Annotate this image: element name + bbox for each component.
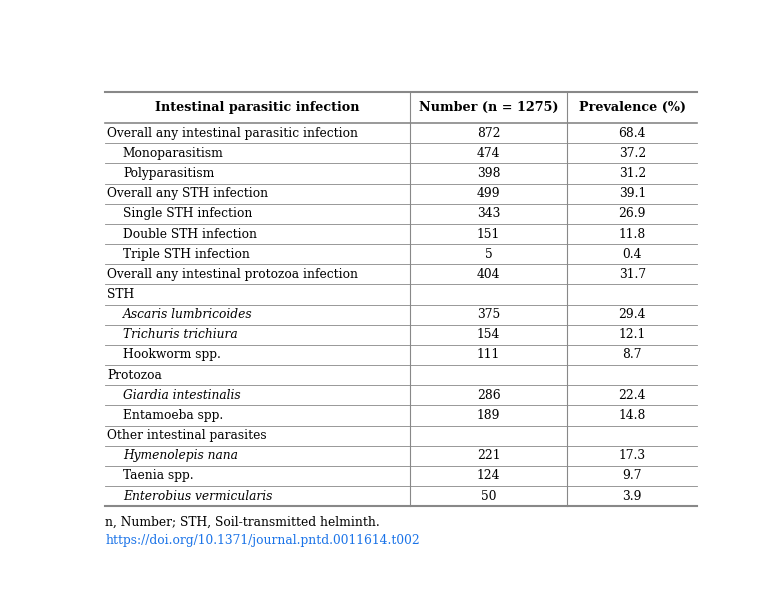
Text: 68.4: 68.4 <box>619 127 646 140</box>
Text: Ascaris lumbricoides: Ascaris lumbricoides <box>123 308 253 321</box>
Text: Polyparasitism: Polyparasitism <box>123 167 215 180</box>
Text: Entamoeba spp.: Entamoeba spp. <box>123 409 223 422</box>
Text: 3.9: 3.9 <box>622 490 642 503</box>
Text: 26.9: 26.9 <box>619 208 646 220</box>
Text: 12.1: 12.1 <box>619 328 646 342</box>
Text: Hookworm spp.: Hookworm spp. <box>123 349 221 362</box>
Text: STH: STH <box>107 288 134 301</box>
Text: n, Number; STH, Soil-transmitted helminth.: n, Number; STH, Soil-transmitted helmint… <box>105 516 380 530</box>
Text: Overall any intestinal parasitic infection: Overall any intestinal parasitic infecti… <box>107 127 358 140</box>
Text: 37.2: 37.2 <box>619 147 646 160</box>
Text: 22.4: 22.4 <box>619 389 646 402</box>
Text: Overall any intestinal protozoa infection: Overall any intestinal protozoa infectio… <box>107 268 358 281</box>
Text: Giardia intestinalis: Giardia intestinalis <box>123 389 240 402</box>
Text: 872: 872 <box>477 127 500 140</box>
Text: 5: 5 <box>485 248 493 261</box>
Text: Prevalence (%): Prevalence (%) <box>579 101 686 114</box>
Text: 0.4: 0.4 <box>622 248 642 261</box>
Text: 14.8: 14.8 <box>619 409 646 422</box>
Text: 221: 221 <box>477 449 500 462</box>
Text: 111: 111 <box>477 349 500 362</box>
Text: 11.8: 11.8 <box>619 227 646 240</box>
Text: Other intestinal parasites: Other intestinal parasites <box>107 429 266 442</box>
Text: https://doi.org/10.1371/journal.pntd.0011614.t002: https://doi.org/10.1371/journal.pntd.001… <box>105 534 420 547</box>
Text: 50: 50 <box>481 490 496 503</box>
Text: Hymenolepis nana: Hymenolepis nana <box>123 449 238 462</box>
Text: 375: 375 <box>477 308 500 321</box>
Text: Intestinal parasitic infection: Intestinal parasitic infection <box>155 101 360 114</box>
Text: Double STH infection: Double STH infection <box>123 227 257 240</box>
Text: Protozoa: Protozoa <box>107 369 162 381</box>
Text: Trichuris trichiura: Trichuris trichiura <box>123 328 237 342</box>
Text: 8.7: 8.7 <box>622 349 642 362</box>
Text: Taenia spp.: Taenia spp. <box>123 469 193 483</box>
Text: 31.2: 31.2 <box>619 167 646 180</box>
Text: Enterobius vermicularis: Enterobius vermicularis <box>123 490 272 503</box>
Text: 151: 151 <box>477 227 500 240</box>
Text: 189: 189 <box>477 409 500 422</box>
Text: 9.7: 9.7 <box>622 469 642 483</box>
Text: 124: 124 <box>477 469 500 483</box>
Text: 29.4: 29.4 <box>619 308 646 321</box>
Text: 39.1: 39.1 <box>619 187 646 201</box>
Text: 499: 499 <box>477 187 500 201</box>
Text: 154: 154 <box>477 328 500 342</box>
Text: Monoparasitism: Monoparasitism <box>123 147 224 160</box>
Text: 343: 343 <box>477 208 500 220</box>
Text: 31.7: 31.7 <box>619 268 646 281</box>
Text: Single STH infection: Single STH infection <box>123 208 252 220</box>
Text: 398: 398 <box>477 167 500 180</box>
Text: 474: 474 <box>477 147 500 160</box>
Text: 286: 286 <box>477 389 500 402</box>
Text: Number (n = 1275): Number (n = 1275) <box>419 101 558 114</box>
Text: Triple STH infection: Triple STH infection <box>123 248 250 261</box>
Text: 404: 404 <box>477 268 500 281</box>
Text: Overall any STH infection: Overall any STH infection <box>107 187 268 201</box>
Text: 17.3: 17.3 <box>619 449 646 462</box>
